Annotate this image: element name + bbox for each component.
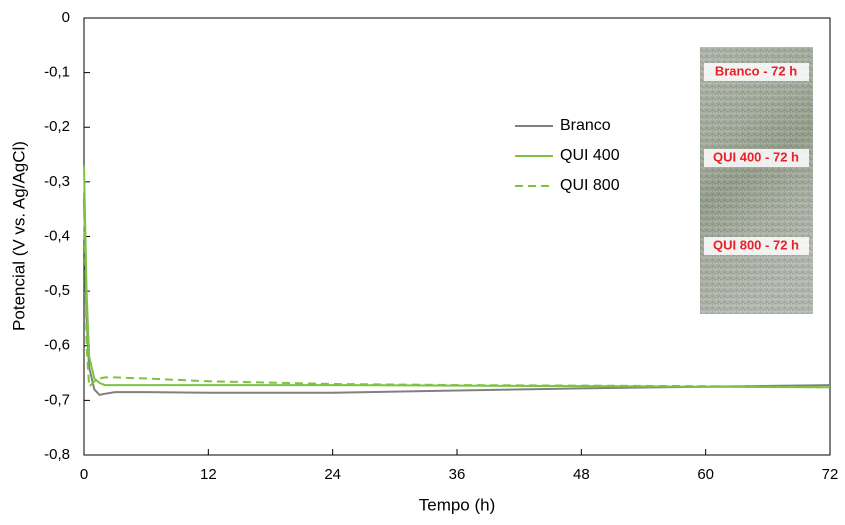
series-line — [83, 198, 831, 397]
legend-label: QUI 400 — [560, 147, 620, 164]
x-tick-label: 60 — [697, 466, 714, 483]
legend-label: Branco — [560, 117, 611, 134]
y-tick-label: -0,4 — [44, 227, 70, 244]
y-axis-label: Potencial (V vs. Ag/AgCl) — [9, 141, 28, 331]
x-tick-label: 24 — [324, 466, 341, 483]
x-tick-label: 72 — [822, 466, 839, 483]
series-line — [83, 192, 831, 390]
y-tick-label: -0,8 — [44, 446, 70, 463]
inset-label-bg — [704, 149, 809, 167]
inset-label-bg — [704, 237, 809, 255]
x-tick-label: 36 — [449, 466, 466, 483]
inset-label: QUI 400 - 72 h — [713, 149, 799, 164]
y-tick-label: 0 — [62, 9, 70, 26]
x-tick-label: 0 — [80, 466, 88, 483]
y-tick-label: -0,5 — [44, 282, 70, 299]
legend-label: QUI 800 — [560, 177, 620, 194]
inset-label: Branco - 72 h — [715, 63, 797, 78]
y-tick-label: -0,2 — [44, 118, 70, 135]
y-tick-label: -0,7 — [44, 391, 70, 408]
x-tick-label: 48 — [573, 466, 590, 483]
inset-photo — [700, 47, 813, 314]
y-tick-label: -0,1 — [44, 64, 70, 81]
inset-label: QUI 800 - 72 h — [713, 237, 799, 252]
x-axis-label: Tempo (h) — [419, 495, 496, 514]
x-tick-label: 12 — [200, 466, 217, 483]
y-tick-label: -0,3 — [44, 173, 70, 190]
inset-label-bg — [704, 63, 809, 81]
y-tick-label: -0,6 — [44, 337, 70, 354]
